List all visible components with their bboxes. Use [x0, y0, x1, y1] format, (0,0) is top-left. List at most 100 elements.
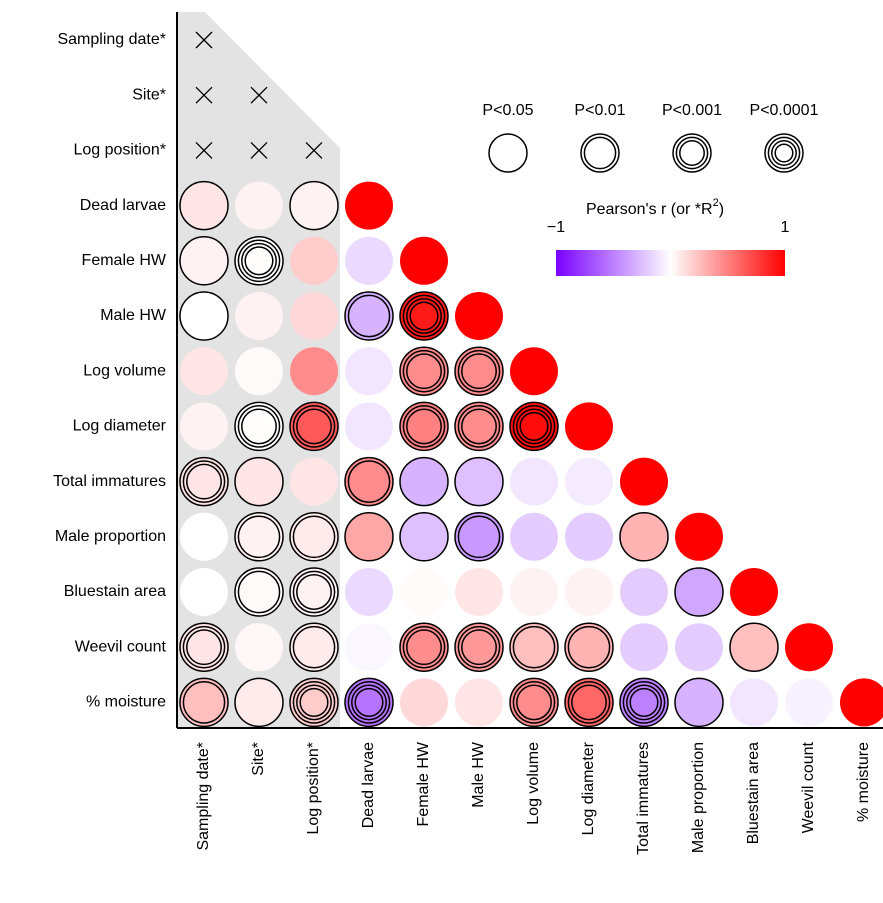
significance-ring — [567, 681, 611, 724]
x-tick-label: Female HW — [415, 741, 432, 826]
significance-ring — [583, 136, 617, 170]
cell — [730, 568, 778, 616]
significance-ring — [296, 574, 332, 610]
cell — [235, 347, 283, 396]
significance-ring — [629, 687, 659, 717]
correlation-circle — [730, 678, 778, 727]
cell — [290, 457, 338, 506]
not-applicable — [250, 141, 268, 159]
correlation-circle — [510, 457, 558, 506]
correlation-circle — [455, 568, 503, 616]
significance-ring — [402, 349, 446, 393]
correlation-circle — [180, 568, 228, 616]
significance-ring — [516, 408, 552, 445]
significance-ring — [622, 681, 666, 724]
significance-ring — [729, 622, 779, 672]
legend-circle — [765, 134, 803, 172]
cell — [400, 568, 448, 616]
cell — [180, 347, 228, 396]
significance-ring — [344, 512, 394, 562]
correlation-circle — [180, 236, 228, 285]
significance-ring — [488, 133, 528, 173]
legend-item — [672, 133, 712, 173]
significance-ring — [292, 405, 336, 448]
correlation-circle — [290, 181, 338, 230]
correlation-circle — [400, 678, 448, 727]
correlation-circle — [235, 181, 283, 230]
cell — [565, 568, 613, 616]
significance-ring — [399, 622, 449, 672]
significance-ring — [461, 408, 497, 445]
correlation-circle — [510, 347, 558, 396]
cell — [345, 236, 393, 285]
cell — [399, 401, 449, 452]
significance-ring — [512, 625, 556, 669]
correlation-circle — [785, 623, 833, 672]
significance-ring — [619, 677, 669, 728]
significance-ring — [354, 687, 384, 717]
significance-ring — [179, 180, 229, 231]
correlation-circle — [235, 678, 283, 727]
y-tick-label: Sampling date* — [57, 31, 166, 48]
cross — [195, 31, 213, 49]
correlation-circle — [290, 347, 338, 396]
cell — [565, 402, 613, 451]
significance-ring — [767, 136, 801, 170]
cell — [289, 677, 339, 728]
correlation-circle — [785, 678, 833, 727]
colorbar-title: Pearson's r (or *R2) — [586, 197, 724, 218]
cross — [195, 141, 213, 159]
cell — [399, 512, 449, 562]
significance-ring — [237, 515, 281, 559]
cell — [344, 677, 394, 728]
y-tick-label: Weevil count — [75, 638, 167, 655]
correlation-circle — [730, 623, 778, 672]
correlation-circle — [565, 623, 613, 672]
legend-item — [580, 133, 620, 173]
significance-ring — [406, 408, 442, 445]
significance-ring — [237, 405, 281, 448]
significance-ring — [406, 629, 442, 666]
significance-ring — [402, 625, 446, 669]
cell — [565, 457, 613, 506]
cell — [179, 291, 229, 341]
significance-ring — [296, 684, 332, 721]
cell — [290, 292, 338, 340]
cell — [344, 456, 394, 507]
correlation-circle — [235, 292, 283, 340]
correlation-circle — [345, 236, 393, 285]
significance-ring — [399, 512, 449, 562]
significance-ring — [234, 236, 284, 286]
significance-ring — [186, 629, 222, 666]
cell — [729, 622, 779, 672]
cell — [619, 677, 669, 728]
significance-ring — [457, 405, 501, 448]
correlation-circle — [180, 402, 228, 451]
significance-ring — [347, 681, 391, 724]
significance-ring — [461, 629, 497, 666]
correlation-circle — [620, 568, 668, 616]
significance-ring — [516, 684, 552, 721]
correlation-circle — [675, 512, 723, 561]
significance-ring — [179, 291, 229, 341]
significance-ring — [674, 677, 724, 728]
y-tick-label: Bluestain area — [64, 583, 166, 600]
significance-ring — [509, 622, 559, 672]
significance-ring — [299, 687, 329, 717]
not-applicable — [195, 31, 213, 49]
cell — [675, 512, 723, 561]
significance-ring — [289, 677, 339, 728]
significance-ring — [234, 401, 284, 452]
correlation-circle — [290, 512, 338, 561]
legend-item — [488, 133, 528, 173]
significance-ring — [771, 140, 797, 166]
cell — [454, 622, 504, 672]
cell — [289, 512, 339, 562]
significance-ring — [679, 140, 705, 166]
not-applicable — [305, 141, 323, 159]
significance-ring — [399, 346, 449, 396]
correlation-circle — [510, 568, 558, 616]
cell — [235, 623, 283, 672]
correlation-circle — [345, 623, 393, 672]
not-applicable — [195, 86, 213, 104]
